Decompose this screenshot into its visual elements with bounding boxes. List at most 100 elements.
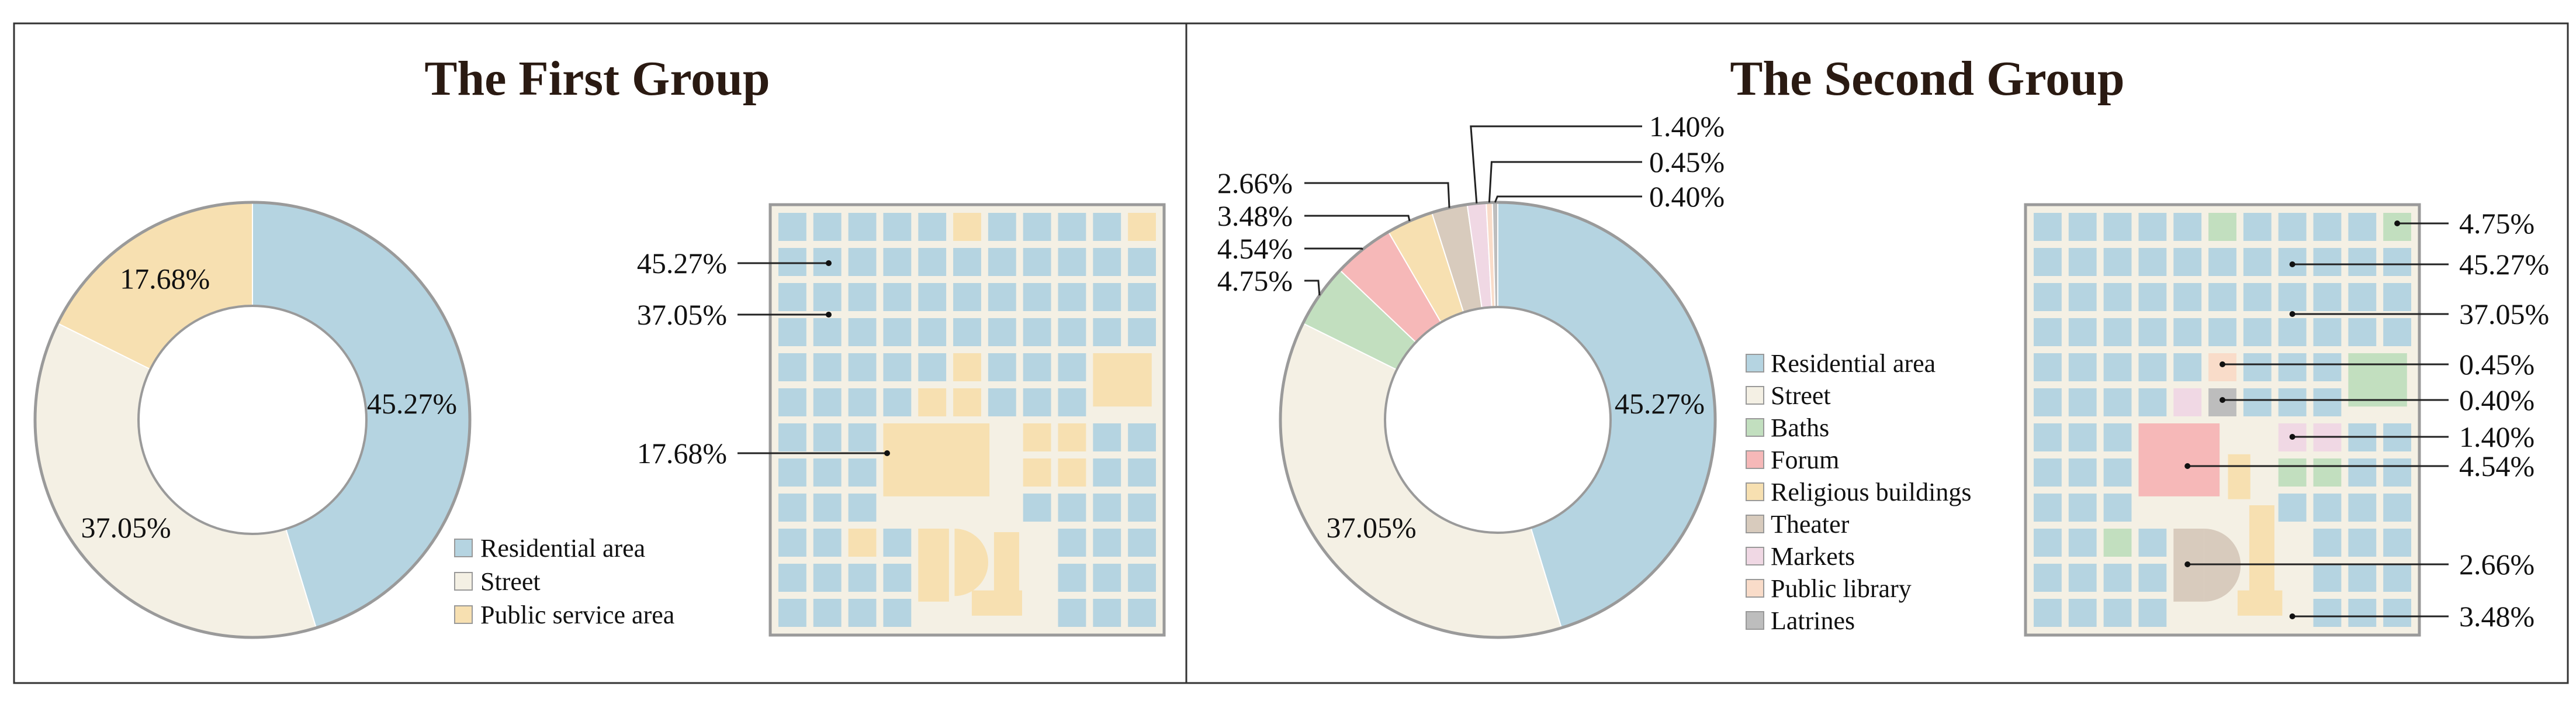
legend-swatch-street (454, 572, 473, 591)
map-block (813, 353, 842, 381)
map-block (2208, 248, 2236, 276)
map-block (953, 213, 981, 241)
p2-callout-6-label: 1.40% (2459, 420, 2535, 453)
map-block (2173, 248, 2202, 276)
map-block (2383, 248, 2411, 276)
map-block (2243, 283, 2272, 311)
p2-callout-9-label: 3.48% (2459, 600, 2535, 633)
map-block (2138, 353, 2167, 381)
map-block (2313, 388, 2342, 416)
map-block (2138, 599, 2167, 627)
map-block (2138, 388, 2167, 416)
map-block (953, 318, 981, 346)
map-block (848, 423, 877, 451)
map-block (988, 353, 1016, 381)
map-block (2348, 564, 2377, 592)
legend-label-baths: Baths (1771, 413, 1829, 442)
map-block (2034, 599, 2062, 627)
map-block (2103, 599, 2132, 627)
map-block (813, 283, 842, 311)
map-block-public (883, 423, 990, 496)
outer-frame (13, 22, 2569, 684)
map-block (1128, 318, 1156, 346)
p1-callout-residential-label: 45.27% (637, 247, 727, 280)
slice-label-public-service-area: 17.68% (120, 263, 210, 295)
slice-callout-religious-buildings-label: 3.48% (1217, 199, 1293, 232)
map-block (2383, 494, 2411, 522)
map-block (883, 529, 912, 557)
map-block (1023, 353, 1051, 381)
map-block (848, 599, 877, 627)
p2-callout-2-dot (2289, 261, 2295, 267)
map-block (2348, 458, 2377, 487)
map-block-baths (2348, 353, 2407, 407)
map-block (2103, 423, 2132, 451)
map-block (2383, 283, 2411, 311)
slice-callout-latrines-label: 0.40% (1649, 180, 1725, 213)
map-block (1023, 423, 1051, 451)
map-block (1093, 318, 1121, 346)
map-block (1128, 423, 1156, 451)
p2-callout-4-label: 0.45% (2459, 348, 2535, 381)
map-block (848, 458, 877, 487)
map-block (2348, 248, 2377, 276)
map-block (2383, 318, 2411, 346)
legend-label-markets: Markets (1771, 542, 1855, 571)
legend-label-religious-buildings: Religious buildings (1771, 478, 1971, 506)
map-block (918, 283, 947, 311)
p1-callout-residential-dot (826, 260, 832, 266)
map-block (883, 388, 912, 416)
slice-callout-latrines-leader (1494, 195, 1642, 203)
map-block (988, 213, 1016, 241)
legend-label-street: Street (1771, 381, 1831, 410)
map-block (883, 213, 912, 241)
map-block (2243, 388, 2272, 416)
map-block (2103, 388, 2132, 416)
map-block (2034, 318, 2062, 346)
map-block (2278, 318, 2307, 346)
map-block (2348, 213, 2377, 241)
legend-swatch-baths (1746, 418, 1764, 437)
map-block (1128, 248, 1156, 276)
legend-label-public-library: Public library (1771, 574, 1912, 603)
map-block (2348, 599, 2377, 627)
legend-swatch-theater (1746, 515, 1764, 533)
map-block (1058, 529, 1086, 557)
map-block (1023, 388, 1051, 416)
map-block (883, 318, 912, 346)
map-block (883, 353, 912, 381)
map-block (2068, 213, 2097, 241)
map-block (1128, 494, 1156, 522)
donut-inner-edge (1384, 306, 1612, 534)
map-block (778, 213, 806, 241)
map-block (2068, 388, 2097, 416)
map-block (1093, 248, 1121, 276)
map-block (883, 283, 912, 311)
map-block (1093, 494, 1121, 522)
map-block (778, 248, 806, 276)
p2-callout-5-dot (2220, 397, 2225, 403)
p2-callout-1-label: 4.75% (2459, 207, 2535, 240)
map-block (1128, 283, 1156, 311)
map-block-public (1093, 353, 1152, 407)
p2-callout-8-dot (2184, 561, 2191, 567)
map-block (2278, 388, 2307, 416)
map-block (2103, 353, 2132, 381)
map-block (2034, 353, 2062, 381)
map-block (2138, 564, 2167, 592)
map-block (2103, 494, 2132, 522)
map-block (848, 318, 877, 346)
donut-outer-edge (1279, 201, 1717, 639)
p2-callout-8-label: 2.66% (2459, 548, 2535, 581)
legend-swatch-latrines (1746, 611, 1764, 630)
panel2-site-map (2024, 203, 2421, 637)
map-block (1093, 283, 1121, 311)
map-block (1093, 423, 1121, 451)
map-block (1128, 213, 1156, 241)
map-block (1058, 318, 1086, 346)
map-block (778, 529, 806, 557)
map-block-religious (2228, 454, 2250, 499)
map-block (1128, 599, 1156, 627)
p2-callout-3-dot (2289, 311, 2295, 317)
map-block (2173, 353, 2202, 381)
